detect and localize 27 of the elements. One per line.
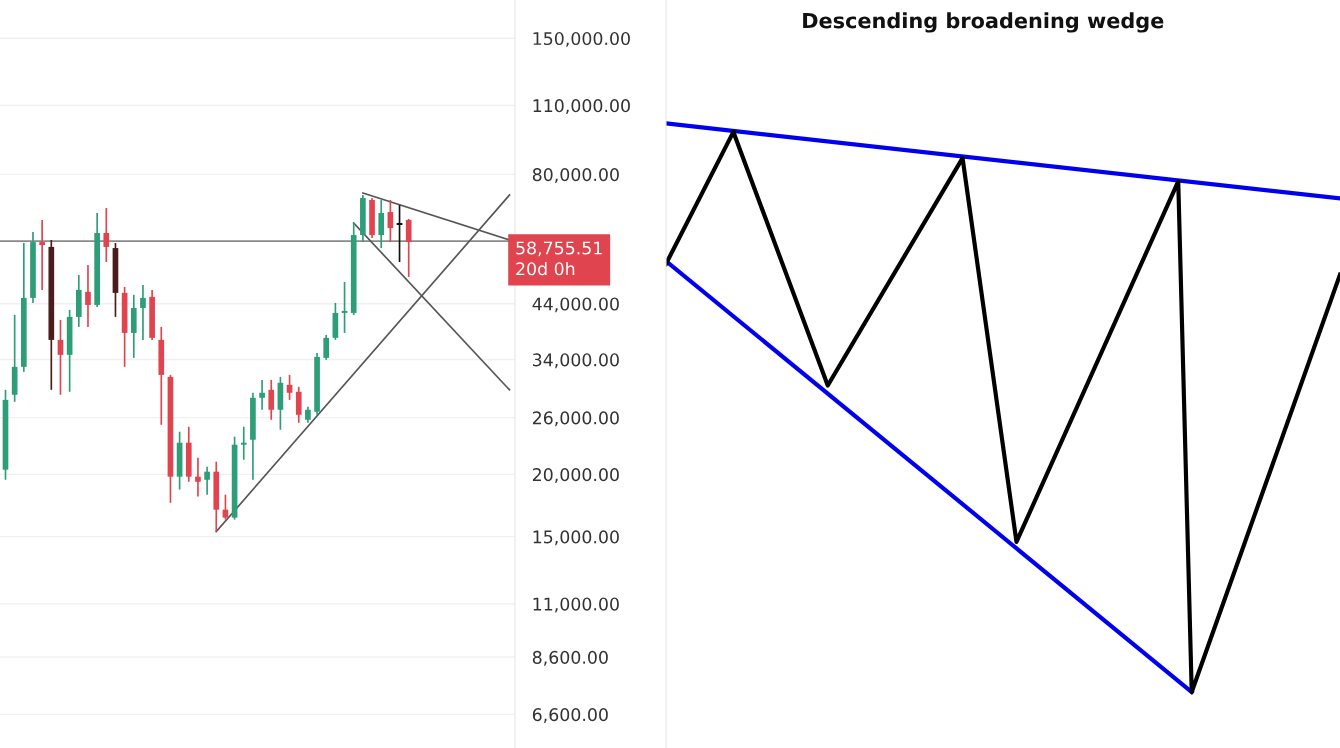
candlestick — [341, 281, 348, 334]
candlestick — [378, 199, 385, 249]
candlestick — [268, 379, 275, 421]
candlestick — [39, 219, 45, 291]
y-tick-label: 20,000.00 — [532, 468, 619, 483]
y-tick-label: 110,000.00 — [533, 99, 630, 115]
y-tick-label: 34,000.00 — [532, 353, 619, 369]
ref-line-label: 58,755.51 20d 0h — [516, 241, 602, 276]
y-tick-label: 15,000.00 — [533, 530, 619, 546]
candlestick — [323, 334, 330, 361]
y-tick-label: 6,600.00 — [532, 708, 608, 723]
y-tick-label: 26,000.00 — [532, 411, 619, 427]
candlestick — [140, 284, 146, 341]
candlestick — [85, 264, 91, 328]
candlestick — [405, 218, 412, 278]
y-tick-label: 11,000.00 — [533, 597, 619, 613]
y-tick-label: 44,000.00 — [532, 297, 619, 313]
candlestick — [195, 456, 201, 498]
candlestick — [295, 386, 302, 424]
candlestick — [240, 425, 247, 461]
chart-title: Descending broadening wedge — [803, 12, 1164, 33]
y-tick-label: 80,000.00 — [532, 168, 619, 183]
y-tick-label: 8,600.00 — [532, 650, 608, 666]
candlestick — [204, 465, 210, 496]
y-tick-label: 150,000.00 — [533, 31, 630, 47]
candlestick — [103, 207, 110, 263]
candlestick — [259, 379, 265, 411]
